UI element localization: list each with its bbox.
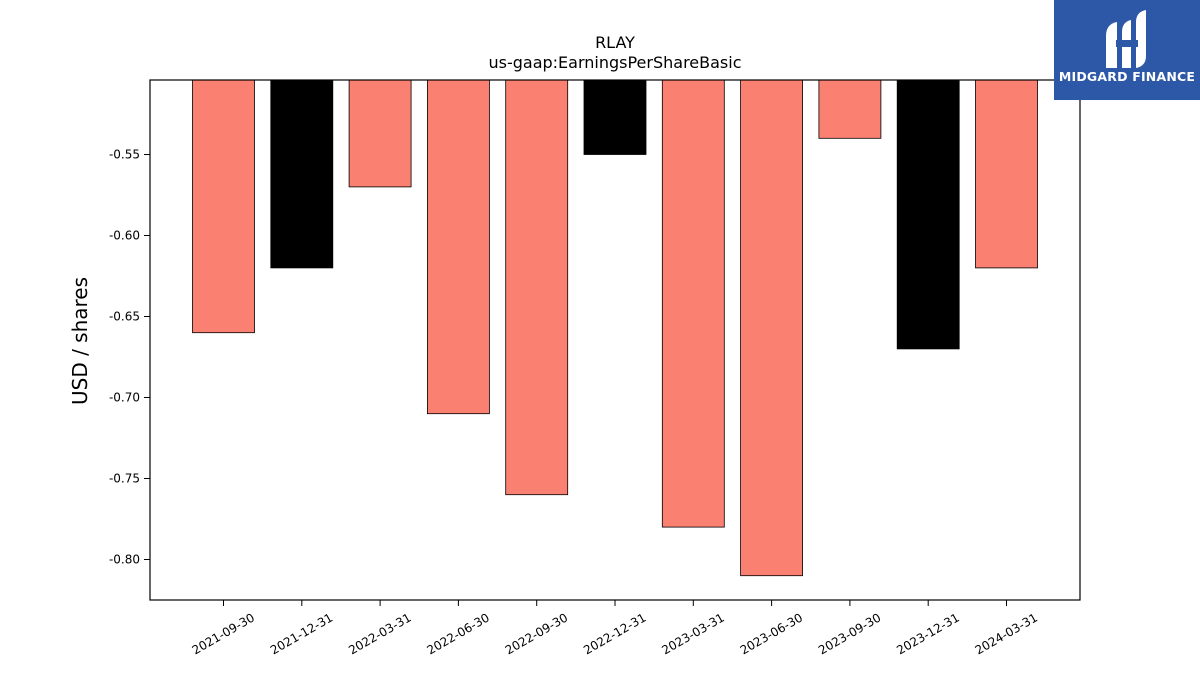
bar bbox=[426, 79, 490, 415]
bar bbox=[740, 79, 803, 577]
x-tick-label: 2021-12-31 bbox=[268, 610, 335, 657]
x-tick-label: 2022-06-30 bbox=[424, 610, 491, 657]
chart-subtitle: us-gaap:EarningsPerShareBasic bbox=[488, 53, 741, 72]
y-ticks-group: -0.55 -0.60 -0.65 -0.70 -0.75 -0.80 bbox=[109, 148, 150, 567]
x-tick-label: 2023-12-31 bbox=[894, 610, 961, 657]
y-tick-label: -0.55 bbox=[109, 148, 140, 162]
x-tick-label: 2021-09-30 bbox=[190, 610, 257, 657]
midgard-logo-icon bbox=[1106, 10, 1146, 68]
x-tick-label: 2023-03-31 bbox=[659, 610, 726, 657]
bar bbox=[270, 79, 334, 269]
x-tick-label: 2023-06-30 bbox=[738, 610, 805, 657]
y-tick-label: -0.70 bbox=[109, 391, 140, 405]
y-axis-label: USD / shares bbox=[68, 277, 92, 405]
bar bbox=[661, 79, 725, 528]
bar bbox=[896, 79, 960, 350]
y-tick-label: -0.80 bbox=[109, 553, 140, 567]
y-tick-label: -0.75 bbox=[109, 472, 140, 486]
bar bbox=[505, 79, 569, 496]
bar bbox=[192, 79, 255, 334]
y-tick-label: -0.60 bbox=[109, 229, 140, 243]
x-ticks-group: 2021-09-30 2021-12-31 2022-03-31 2022-06-30… bbox=[190, 600, 1040, 657]
chart-title: RLAY bbox=[595, 33, 635, 52]
x-tick-label: 2023-09-30 bbox=[816, 610, 883, 657]
x-tick-label: 2022-12-31 bbox=[581, 610, 648, 657]
plot-frame bbox=[149, 79, 1081, 601]
midgard-finance-logo: MIDGARD FINANCE bbox=[1054, 0, 1200, 100]
x-tick-label: 2024-03-31 bbox=[973, 610, 1040, 657]
brand-name: MIDGARD FINANCE bbox=[1058, 69, 1196, 84]
x-tick-label: 2022-03-31 bbox=[346, 610, 413, 657]
bar bbox=[348, 79, 412, 188]
bar bbox=[818, 79, 882, 139]
bars-group bbox=[192, 79, 1038, 577]
bar bbox=[975, 79, 1038, 269]
bar bbox=[583, 79, 647, 155]
y-tick-label: -0.65 bbox=[109, 310, 140, 324]
x-tick-label: 2022-09-30 bbox=[503, 610, 570, 657]
